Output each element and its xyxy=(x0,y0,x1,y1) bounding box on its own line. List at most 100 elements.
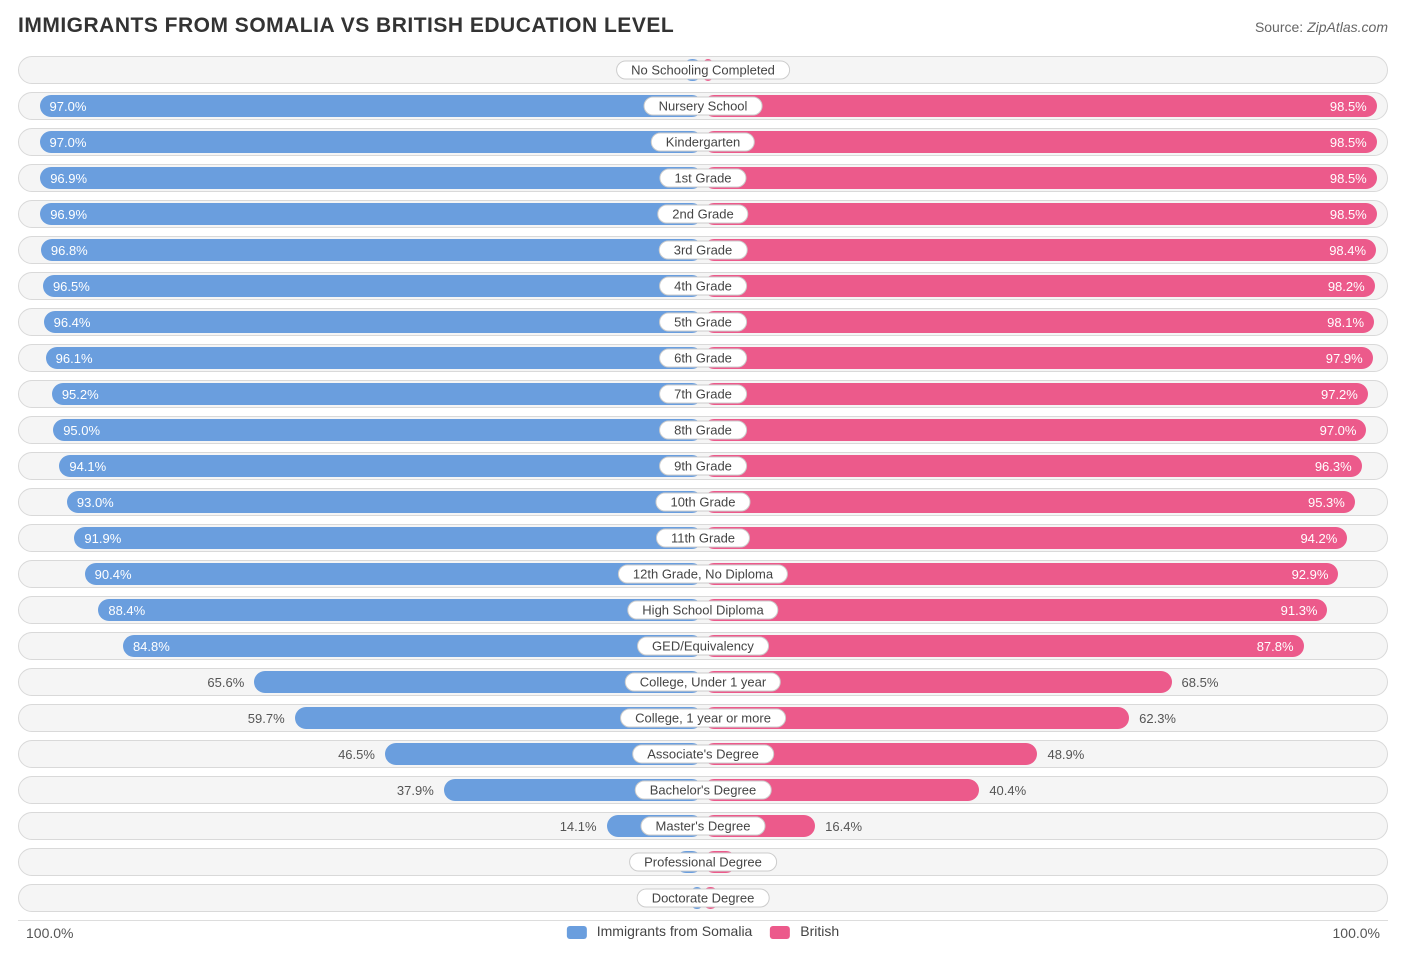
pct-right: 95.3% xyxy=(1298,489,1355,515)
bar-left xyxy=(52,383,703,405)
axis-right-max: 100.0% xyxy=(1333,925,1380,941)
bar-left xyxy=(46,347,703,369)
legend-item-left: Immigrants from Somalia xyxy=(567,923,752,939)
bar-left xyxy=(40,203,703,225)
category-label: 3rd Grade xyxy=(659,241,748,260)
pct-left: 46.5% xyxy=(328,741,385,767)
category-label: No Schooling Completed xyxy=(616,61,790,80)
bar-left xyxy=(59,455,703,477)
bar-right xyxy=(703,455,1362,477)
pct-left: 96.4% xyxy=(44,309,101,335)
pct-right: 97.2% xyxy=(1311,381,1368,407)
category-label: GED/Equivalency xyxy=(637,637,769,656)
chart-row: 37.9%40.4%Bachelor's Degree xyxy=(18,776,1388,804)
pct-left: 96.8% xyxy=(41,237,98,263)
bar-right xyxy=(703,95,1377,117)
pct-right: 94.2% xyxy=(1290,525,1347,551)
category-label: 10th Grade xyxy=(655,493,750,512)
pct-left: 90.4% xyxy=(85,561,142,587)
chart-row: 4.1%5.0%Professional Degree xyxy=(18,848,1388,876)
axis-legend-row: 100.0% Immigrants from Somalia British 1… xyxy=(18,920,1388,944)
pct-right: 16.4% xyxy=(815,813,872,839)
pct-right: 98.5% xyxy=(1320,93,1377,119)
pct-left: 95.0% xyxy=(53,417,110,443)
source-attribution: Source: ZipAtlas.com xyxy=(1255,19,1388,35)
chart-row: 96.9%98.5%2nd Grade xyxy=(18,200,1388,228)
bar-left xyxy=(44,311,703,333)
category-label: 8th Grade xyxy=(659,421,747,440)
pct-left: 84.8% xyxy=(123,633,180,659)
chart-row: 1.8%2.2%Doctorate Degree xyxy=(18,884,1388,912)
pct-left: 59.7% xyxy=(238,705,295,731)
pct-left: 88.4% xyxy=(98,597,155,623)
bar-right xyxy=(703,563,1338,585)
bar-left xyxy=(40,95,703,117)
chart-row: 96.5%98.2%4th Grade xyxy=(18,272,1388,300)
chart-row: 97.0% 98.5% Nursery School xyxy=(18,92,1388,120)
pct-left: 97.0% xyxy=(40,93,97,119)
chart-row: 96.1%97.9%6th Grade xyxy=(18,344,1388,372)
pct-right: 62.3% xyxy=(1129,705,1186,731)
pct-left: 96.9% xyxy=(40,201,97,227)
bar-left xyxy=(123,635,703,657)
chart-row: 3.0%1.5%No Schooling Completed xyxy=(18,56,1388,84)
legend-item-right: British xyxy=(770,923,839,939)
pct-right: 98.5% xyxy=(1320,165,1377,191)
category-label: Doctorate Degree xyxy=(637,889,770,908)
category-label: Bachelor's Degree xyxy=(635,781,772,800)
legend-label-left: Immigrants from Somalia xyxy=(597,923,753,939)
pct-right: 98.5% xyxy=(1320,129,1377,155)
diverging-bar-chart: 3.0%1.5%No Schooling Completed 97.0% 98.5%… xyxy=(18,56,1388,912)
pct-right: 97.0% xyxy=(1310,417,1367,443)
header: IMMIGRANTS FROM SOMALIA VS BRITISH EDUCA… xyxy=(18,14,1388,38)
bar-left xyxy=(40,167,703,189)
pct-left: 95.2% xyxy=(52,381,109,407)
bar-left xyxy=(41,239,703,261)
chart-row: 94.1%96.3%9th Grade xyxy=(18,452,1388,480)
category-label: Nursery School xyxy=(644,97,763,116)
chart-row: 95.2%97.2%7th Grade xyxy=(18,380,1388,408)
pct-right: 40.4% xyxy=(979,777,1036,803)
category-label: High School Diploma xyxy=(627,601,778,620)
chart-row: 88.4% 91.3% High School Diploma xyxy=(18,596,1388,624)
bar-left xyxy=(53,419,703,441)
pct-right: 98.1% xyxy=(1317,309,1374,335)
pct-right: 48.9% xyxy=(1037,741,1094,767)
bar-left xyxy=(85,563,703,585)
bar-right xyxy=(703,527,1347,549)
chart-row: 46.5% 48.9% Associate's Degree xyxy=(18,740,1388,768)
legend: Immigrants from Somalia British xyxy=(567,923,839,939)
bar-right xyxy=(703,419,1366,441)
pct-left: 96.9% xyxy=(40,165,97,191)
category-label: Professional Degree xyxy=(629,853,777,872)
bar-right xyxy=(703,599,1327,621)
bar-left xyxy=(40,131,703,153)
bar-right xyxy=(703,347,1373,369)
bar-left xyxy=(98,599,703,621)
pct-right: 98.5% xyxy=(1320,201,1377,227)
pct-left: 14.1% xyxy=(550,813,607,839)
bar-right xyxy=(703,383,1368,405)
axis-left-max: 100.0% xyxy=(26,925,73,941)
chart-row: 93.0%95.3%10th Grade xyxy=(18,488,1388,516)
category-label: Master's Degree xyxy=(641,817,766,836)
pct-right: 87.8% xyxy=(1247,633,1304,659)
legend-swatch-right xyxy=(770,926,790,939)
chart-row: 65.6%68.5%College, Under 1 year xyxy=(18,668,1388,696)
chart-row: 84.8% 87.8% GED/Equivalency xyxy=(18,632,1388,660)
category-label: College, 1 year or more xyxy=(620,709,786,728)
bar-right xyxy=(703,203,1377,225)
bar-right xyxy=(703,491,1355,513)
category-label: Associate's Degree xyxy=(632,745,774,764)
pct-left: 94.1% xyxy=(59,453,116,479)
category-label: College, Under 1 year xyxy=(625,673,781,692)
legend-label-right: British xyxy=(800,923,839,939)
pct-left: 96.1% xyxy=(46,345,103,371)
category-label: 4th Grade xyxy=(659,277,747,296)
chart-row: 95.0% 97.0% 8th Grade xyxy=(18,416,1388,444)
pct-right: 91.3% xyxy=(1271,597,1328,623)
bar-right xyxy=(703,635,1304,657)
page-title: IMMIGRANTS FROM SOMALIA VS BRITISH EDUCA… xyxy=(18,14,674,38)
pct-right: 96.3% xyxy=(1305,453,1362,479)
pct-left: 96.5% xyxy=(43,273,100,299)
